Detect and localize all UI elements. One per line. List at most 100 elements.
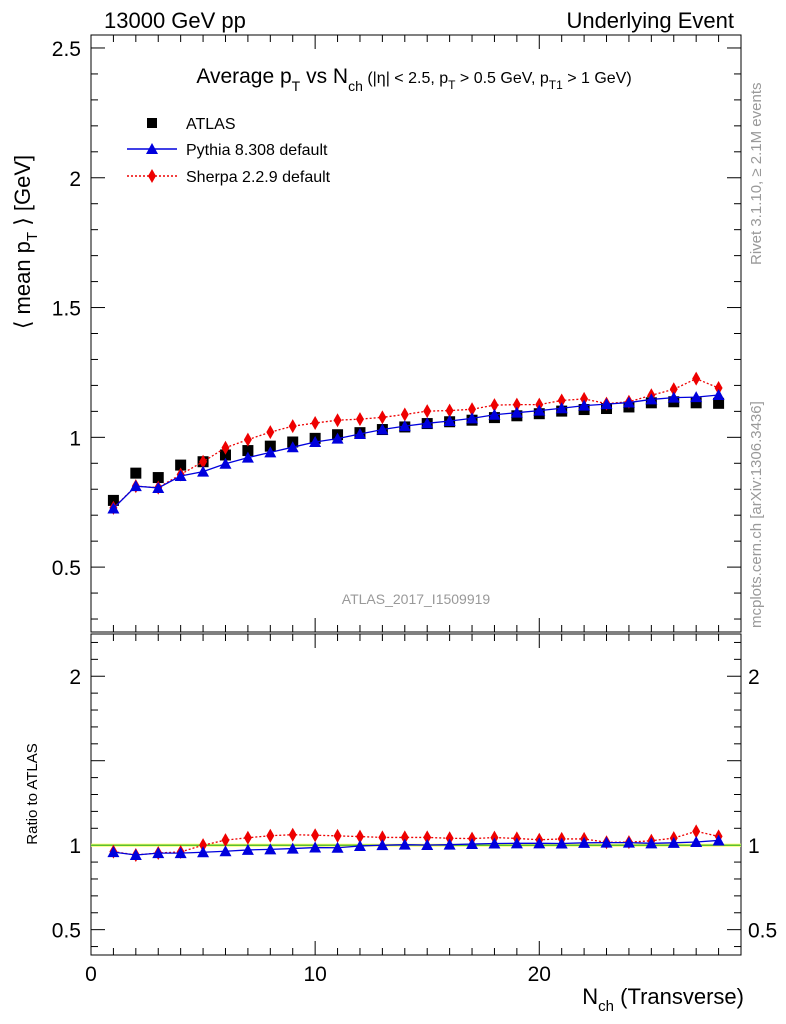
- data-point-pythia: [622, 396, 635, 408]
- data-point-sherpa: [333, 413, 342, 428]
- data-point-pythia: [107, 502, 120, 514]
- data-point-sherpa: [445, 831, 454, 846]
- data-point-pythia: [286, 842, 299, 854]
- data-point-sherpa: [557, 393, 566, 408]
- data-point-sherpa: [512, 397, 521, 412]
- data-point-sherpa: [669, 382, 678, 397]
- header-right-label: Underlying Event: [566, 8, 734, 33]
- data-point-atlas: [152, 472, 164, 484]
- x-tick-label: 0: [85, 963, 97, 986]
- y-tick-label: 0.5: [52, 557, 81, 580]
- plot-title: Average pT vs Nch (|η| < 2.5, pT > 0.5 G…: [196, 65, 631, 94]
- header-left-label: 13000 GeV pp: [104, 8, 246, 33]
- ratio-axis-ticks: 0.5 0.51 12 20 10 20: [52, 634, 777, 986]
- ratio-series-layer: [91, 824, 741, 862]
- x-tick-label: 10: [303, 963, 326, 986]
- data-point-pythia: [555, 402, 568, 414]
- data-point-pythia: [264, 446, 277, 458]
- legend: ATLAS Pythia 8.308 default Sherpa 2.2.9 …: [127, 116, 331, 186]
- data-point-pythia: [107, 846, 120, 858]
- data-point-pythia: [466, 838, 479, 850]
- data-point-pythia: [241, 843, 254, 855]
- data-point-pythia: [197, 846, 210, 858]
- data-point-pythia: [309, 841, 322, 853]
- rivet-side-label: Rivet 3.1.10, ≥ 2.1M events: [748, 83, 765, 266]
- main-y-axis-label: ⟨ mean pT ⟩ [GeV]: [10, 155, 41, 329]
- data-point-pythia: [286, 441, 299, 453]
- data-point-pythia: [510, 406, 523, 418]
- main-series-layer: [107, 371, 725, 515]
- data-point-pythia: [331, 841, 344, 853]
- data-point-pythia: [510, 837, 523, 849]
- data-point-pythia: [421, 839, 434, 851]
- y-tick-label: 2: [69, 168, 81, 191]
- data-point-pythia: [129, 480, 142, 492]
- data-point-pythia: [152, 847, 165, 859]
- data-point-atlas: [130, 467, 142, 479]
- data-point-pythia: [376, 839, 389, 851]
- data-point-sherpa: [355, 829, 364, 844]
- data-point-sherpa: [311, 416, 320, 431]
- data-point-pythia: [690, 391, 703, 403]
- data-point-sherpa: [714, 381, 723, 396]
- data-point-pythia: [667, 391, 680, 403]
- data-point-sherpa: [221, 833, 230, 848]
- y-tick-label: 1: [69, 427, 81, 450]
- series-line-sherpa: [113, 830, 719, 856]
- data-point-pythia: [129, 848, 142, 860]
- y-tick-label: 1.5: [52, 298, 81, 321]
- main-axis-ticks: 0.5 1 1.5 2 2.5: [52, 35, 742, 632]
- data-point-pythia: [667, 836, 680, 848]
- data-point-pythia: [690, 835, 703, 847]
- data-point-pythia: [533, 404, 546, 416]
- data-point-pythia: [241, 451, 254, 463]
- data-point-sherpa: [199, 454, 208, 469]
- data-point-sherpa: [423, 830, 432, 845]
- legend-marker-atlas: [147, 118, 157, 128]
- data-point-sherpa: [311, 828, 320, 843]
- data-point-pythia: [600, 398, 613, 410]
- data-point-pythia: [174, 847, 187, 859]
- series-line-pythia: [113, 839, 719, 856]
- y-tick-label: 2.5: [52, 38, 81, 61]
- data-point-atlas: [175, 459, 187, 471]
- data-point-atlas: [242, 445, 254, 457]
- data-point-pythia: [645, 837, 658, 849]
- data-point-sherpa: [490, 398, 499, 413]
- data-point-sherpa: [355, 412, 364, 427]
- data-point-sherpa: [243, 830, 252, 845]
- data-point-atlas: [264, 440, 276, 452]
- legend-label-sherpa: Sherpa 2.2.9 default: [186, 169, 331, 186]
- data-point-pythia: [309, 435, 322, 447]
- data-point-pythia: [219, 457, 232, 469]
- data-point-pythia: [174, 470, 187, 482]
- data-point-sherpa: [423, 404, 432, 419]
- data-point-sherpa: [445, 403, 454, 418]
- data-point-pythia: [376, 423, 389, 435]
- data-point-pythia: [398, 838, 411, 850]
- data-point-sherpa: [692, 371, 701, 386]
- data-point-sherpa: [288, 419, 297, 434]
- data-point-pythia: [488, 408, 501, 420]
- x-axis-label: Nch (Transverse): [582, 984, 744, 1015]
- data-point-atlas: [219, 449, 231, 461]
- data-point-pythia: [578, 836, 591, 848]
- y-tick-label-right: 1: [748, 835, 760, 858]
- data-point-pythia: [443, 414, 456, 426]
- data-point-atlas: [713, 397, 725, 409]
- legend-label-atlas: ATLAS: [186, 116, 236, 133]
- data-point-pythia: [353, 427, 366, 439]
- data-point-pythia: [600, 836, 613, 848]
- data-point-pythia: [197, 465, 210, 477]
- data-point-sherpa: [288, 827, 297, 842]
- data-point-pythia: [331, 432, 344, 444]
- data-point-pythia: [443, 838, 456, 850]
- legend-marker-pythia: [146, 143, 158, 154]
- analysis-watermark: ATLAS_2017_I1509919: [342, 591, 491, 607]
- data-point-pythia: [264, 843, 277, 855]
- data-point-sherpa: [199, 838, 208, 853]
- data-point-sherpa: [243, 432, 252, 447]
- data-point-sherpa: [378, 830, 387, 845]
- x-tick-label: 20: [528, 963, 551, 986]
